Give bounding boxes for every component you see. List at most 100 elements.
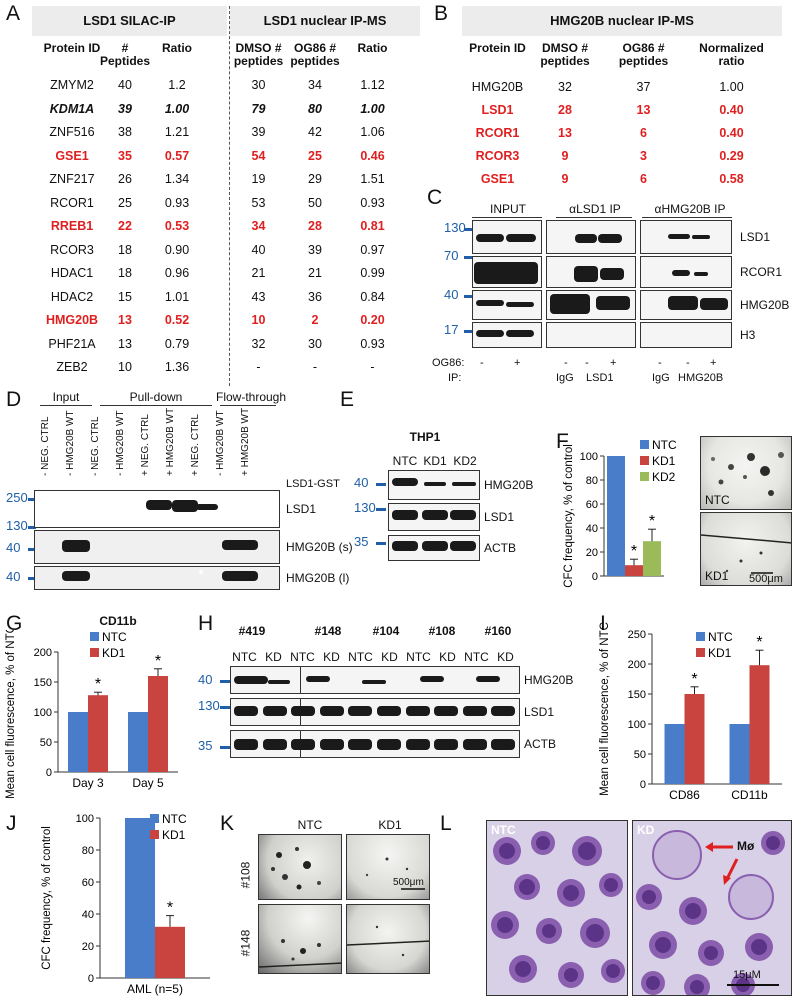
y-tick-label: 100 <box>34 707 52 719</box>
blot-e-row-label: LSD1 <box>484 510 515 524</box>
blot-d-lane: - HMG20B WT <box>115 410 126 476</box>
legend-swatch <box>640 472 649 481</box>
table-a-cell: 0.93 <box>164 195 190 210</box>
og86-sign: + <box>514 357 521 369</box>
table-a-cell: 34 <box>251 219 266 233</box>
mw-marker-e: 130 <box>354 500 376 515</box>
y-tick-label: 0 <box>592 571 598 583</box>
blot-c-row-label: H3 <box>740 328 756 342</box>
table-a-cell: 54 <box>251 148 266 163</box>
mw-marker-e: 35 <box>354 534 369 549</box>
table-a-cell: 40 <box>251 242 266 257</box>
table-a-cell: HMG20B <box>45 313 99 327</box>
panel-label-j: J <box>6 812 17 835</box>
bar-kd1 <box>155 926 185 978</box>
table-a-cell: KDM1A <box>49 101 95 116</box>
table-a-cell: GSE1 <box>55 148 89 163</box>
legend-label: KD2 <box>652 470 676 484</box>
table-a-divider <box>229 6 230 386</box>
legend-label: KD1 <box>708 646 732 660</box>
blot-band <box>422 541 448 551</box>
table-a-cell: HDAC2 <box>50 289 94 304</box>
blot-h-lane: KD <box>497 650 514 664</box>
blot-band <box>222 571 258 581</box>
bar-ntc <box>128 712 148 772</box>
table-a-cell: 0.20 <box>360 313 385 327</box>
blot-h-lane: KD <box>323 650 340 664</box>
blot-band <box>550 294 590 314</box>
blot-c-header-hmg20b-ip: αHMG20B IP <box>654 202 726 216</box>
table-a-header: OG86 # peptides <box>290 41 340 68</box>
blot-d-row-label: LSD1 <box>286 502 317 516</box>
table-a-cell: 18 <box>118 242 132 257</box>
table-a-cell: 0.46 <box>360 148 385 163</box>
blot-band <box>377 706 401 716</box>
table-a-cell: 79 <box>251 101 266 116</box>
blot-c-underline <box>642 217 732 218</box>
blot-h-lane: KD <box>265 650 282 664</box>
table-a-cell: ZNF516 <box>49 125 95 139</box>
legend-swatch <box>640 456 649 465</box>
table-a-cell: 39 <box>118 101 132 116</box>
blot-h-sample: #108 <box>428 624 456 638</box>
significance-star: * <box>691 671 697 688</box>
y-tick-label: 250 <box>628 629 646 641</box>
table-b-title: HMG20B nuclear IP-MS <box>462 6 782 36</box>
blot-band <box>506 330 534 337</box>
photo-label-ntc: NTC <box>705 493 730 507</box>
x-category-label: Day 5 <box>132 776 164 790</box>
table-a-cell: 0.93 <box>360 195 385 210</box>
mw-tick <box>464 330 472 333</box>
blot-band <box>476 676 500 682</box>
mw-tick <box>464 228 472 231</box>
table-a-cell: 1.36 <box>164 360 190 374</box>
table-a-cell: 13 <box>118 336 132 351</box>
mw-marker-d: 250 <box>6 490 28 505</box>
table-a-cell: 39 <box>251 125 266 139</box>
blot-e-row-label: HMG20B <box>484 478 534 492</box>
y-tick-label: 150 <box>34 677 52 689</box>
table-a-cell: 21 <box>251 266 266 280</box>
table-a-cell: 1.00 <box>164 101 190 116</box>
k-scale-label: 500μm <box>393 877 424 888</box>
table-b-header: Protein ID <box>469 41 526 55</box>
table-a-cell: 18 <box>118 266 132 280</box>
blot-d-underline <box>100 405 212 406</box>
table-a-cell: 36 <box>308 289 322 304</box>
k-photo-148-ntc <box>258 904 342 974</box>
blot-h-divider <box>300 666 301 694</box>
table-b-cell: 37 <box>636 80 651 94</box>
table-a-cell: 40 <box>118 78 132 92</box>
blot-band <box>234 676 268 684</box>
blot-d-lane: - HMG20B WT <box>65 410 76 476</box>
mw-tick <box>464 295 472 298</box>
blot-band <box>700 298 728 310</box>
mw-tick <box>376 542 386 545</box>
table-a-cell: 22 <box>118 219 132 233</box>
table-b-cell: GSE1 <box>480 172 515 186</box>
blot-band <box>377 739 401 750</box>
table-a-cell: 53 <box>251 195 266 210</box>
og86-sign: + <box>710 357 717 369</box>
mw-marker-d: 40 <box>6 540 21 555</box>
panel-label-d: D <box>6 388 22 411</box>
table-a-cell: 1.34 <box>164 172 190 186</box>
y-tick-label: 40 <box>82 909 94 921</box>
y-tick-label: 0 <box>640 779 646 791</box>
blot-c-header-lsd1-ip: αLSD1 IP <box>569 202 621 216</box>
table-a-cell: 0.97 <box>360 242 385 257</box>
blot-band <box>222 540 258 550</box>
blot-h-lane: NTC <box>348 650 373 664</box>
blot-band <box>392 510 418 520</box>
table-b-cell: HMG20B <box>471 80 524 94</box>
blot-band <box>506 302 534 307</box>
k-col-kd1: KD1 <box>378 818 402 832</box>
table-a-cell: - <box>370 360 375 374</box>
k-photo-108-kd1: 500μm <box>346 834 430 900</box>
blot-c-row-label: LSD1 <box>740 230 771 244</box>
table-a-cell: 1.21 <box>164 125 190 139</box>
blot-d-lane: + NEG. CTRL <box>190 414 201 476</box>
table-a-cell: RCOR1 <box>50 195 94 210</box>
blot-h-sample: #419 <box>238 624 266 638</box>
table-b-header: OG86 # peptides <box>618 41 669 68</box>
